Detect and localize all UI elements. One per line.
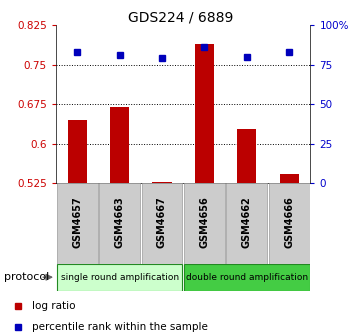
Bar	[99, 183, 140, 264]
Bar	[226, 183, 267, 264]
Text: GSM4666: GSM4666	[284, 196, 294, 248]
Bar	[237, 129, 256, 183]
Bar	[152, 182, 171, 183]
Text: double round amplification: double round amplification	[186, 273, 308, 282]
Text: GSM4667: GSM4667	[157, 196, 167, 248]
Bar	[195, 44, 214, 183]
Bar	[110, 107, 129, 183]
Bar	[142, 183, 182, 264]
Bar	[184, 264, 310, 291]
Text: single round amplification: single round amplification	[61, 273, 179, 282]
Text: protocol: protocol	[4, 272, 49, 282]
Text: GDS224 / 6889: GDS224 / 6889	[128, 10, 233, 24]
Text: GSM4663: GSM4663	[114, 196, 125, 248]
Text: GSM4657: GSM4657	[72, 196, 82, 248]
Bar	[269, 183, 310, 264]
Bar	[184, 183, 225, 264]
Text: log ratio: log ratio	[32, 301, 75, 311]
Text: GSM4656: GSM4656	[199, 196, 209, 248]
Bar	[57, 264, 182, 291]
Text: percentile rank within the sample: percentile rank within the sample	[32, 322, 208, 332]
Bar	[57, 183, 97, 264]
Bar	[68, 120, 87, 183]
Bar	[280, 174, 299, 183]
Text: GSM4662: GSM4662	[242, 196, 252, 248]
